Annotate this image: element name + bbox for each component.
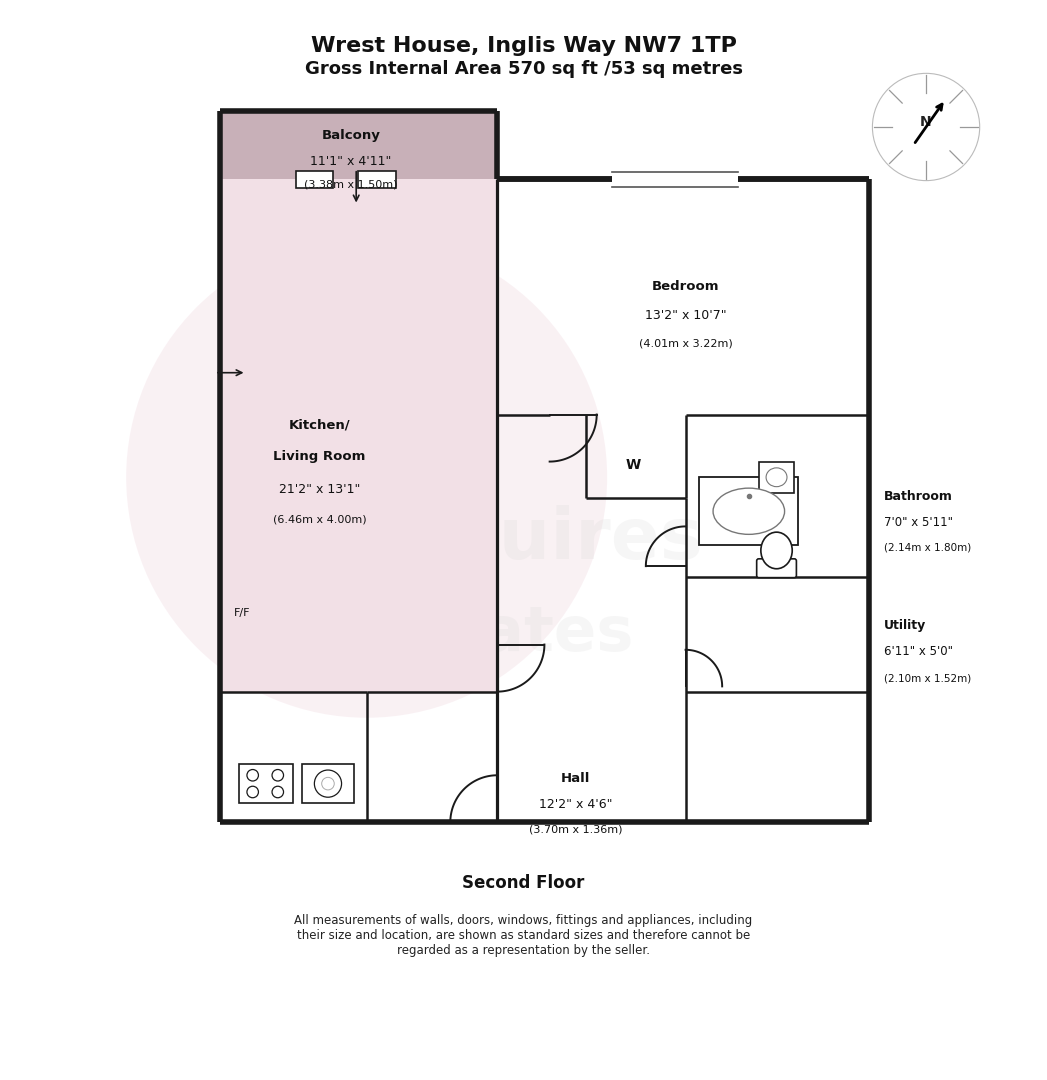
Circle shape [314,770,341,797]
Text: All measurements of walls, doors, windows, fittings and appliances, including
th: All measurements of walls, doors, window… [294,914,753,957]
Text: (3.70m x 1.36m): (3.70m x 1.36m) [529,825,623,835]
Ellipse shape [766,468,787,487]
Text: quires: quires [448,505,704,575]
Bar [302,764,354,804]
Bar [699,477,799,545]
Text: 7'0" x 5'11": 7'0" x 5'11" [885,516,953,529]
Text: S: S [338,345,459,507]
Text: (6.46m x 4.00m): (6.46m x 4.00m) [273,514,366,524]
Text: W: W [626,458,641,472]
Text: Living Room: Living Room [273,450,365,463]
Text: 6'11" x 5'0": 6'11" x 5'0" [885,646,953,659]
Circle shape [321,778,334,789]
Circle shape [127,237,607,718]
Text: 13'2" x 10'7": 13'2" x 10'7" [645,309,727,322]
Text: Bedroom: Bedroom [652,281,719,294]
Text: 11'1" x 4'11": 11'1" x 4'11" [310,156,392,168]
Text: (2.14m x 1.80m): (2.14m x 1.80m) [885,542,972,552]
Circle shape [247,770,259,781]
Text: 12'2" x 4'6": 12'2" x 4'6" [539,798,612,811]
Bar [759,461,795,492]
Ellipse shape [761,532,793,569]
Bar [612,166,738,192]
Bar [295,171,333,188]
Text: N: N [920,114,932,129]
Bar [358,171,396,188]
Bar [239,764,293,804]
Text: Kitchen/: Kitchen/ [289,418,351,432]
Circle shape [247,786,259,798]
Text: (4.01m x 3.22m): (4.01m x 3.22m) [639,338,733,349]
Text: Gross Internal Area 570 sq ft /53 sq metres: Gross Internal Area 570 sq ft /53 sq met… [305,60,742,79]
Bar [220,111,497,179]
Bar [220,179,497,691]
Text: Second Floor: Second Floor [463,874,584,892]
Text: Wrest House, Inglis Way NW7 1TP: Wrest House, Inglis Way NW7 1TP [311,37,736,56]
Text: Utility: Utility [885,619,927,632]
Text: Bathroom: Bathroom [885,489,953,502]
Text: Hall: Hall [561,772,591,785]
Text: (3.38m x 1.50m): (3.38m x 1.50m) [305,179,398,189]
Text: Balcony: Balcony [321,129,380,141]
Circle shape [272,786,284,798]
Circle shape [272,770,284,781]
Circle shape [872,73,980,180]
Ellipse shape [713,488,784,535]
Text: (2.10m x 1.52m): (2.10m x 1.52m) [885,673,972,683]
Text: Estates: Estates [372,604,633,664]
Text: 21'2" x 13'1": 21'2" x 13'1" [279,484,360,497]
Text: F/F: F/F [233,608,250,618]
FancyBboxPatch shape [757,558,797,578]
